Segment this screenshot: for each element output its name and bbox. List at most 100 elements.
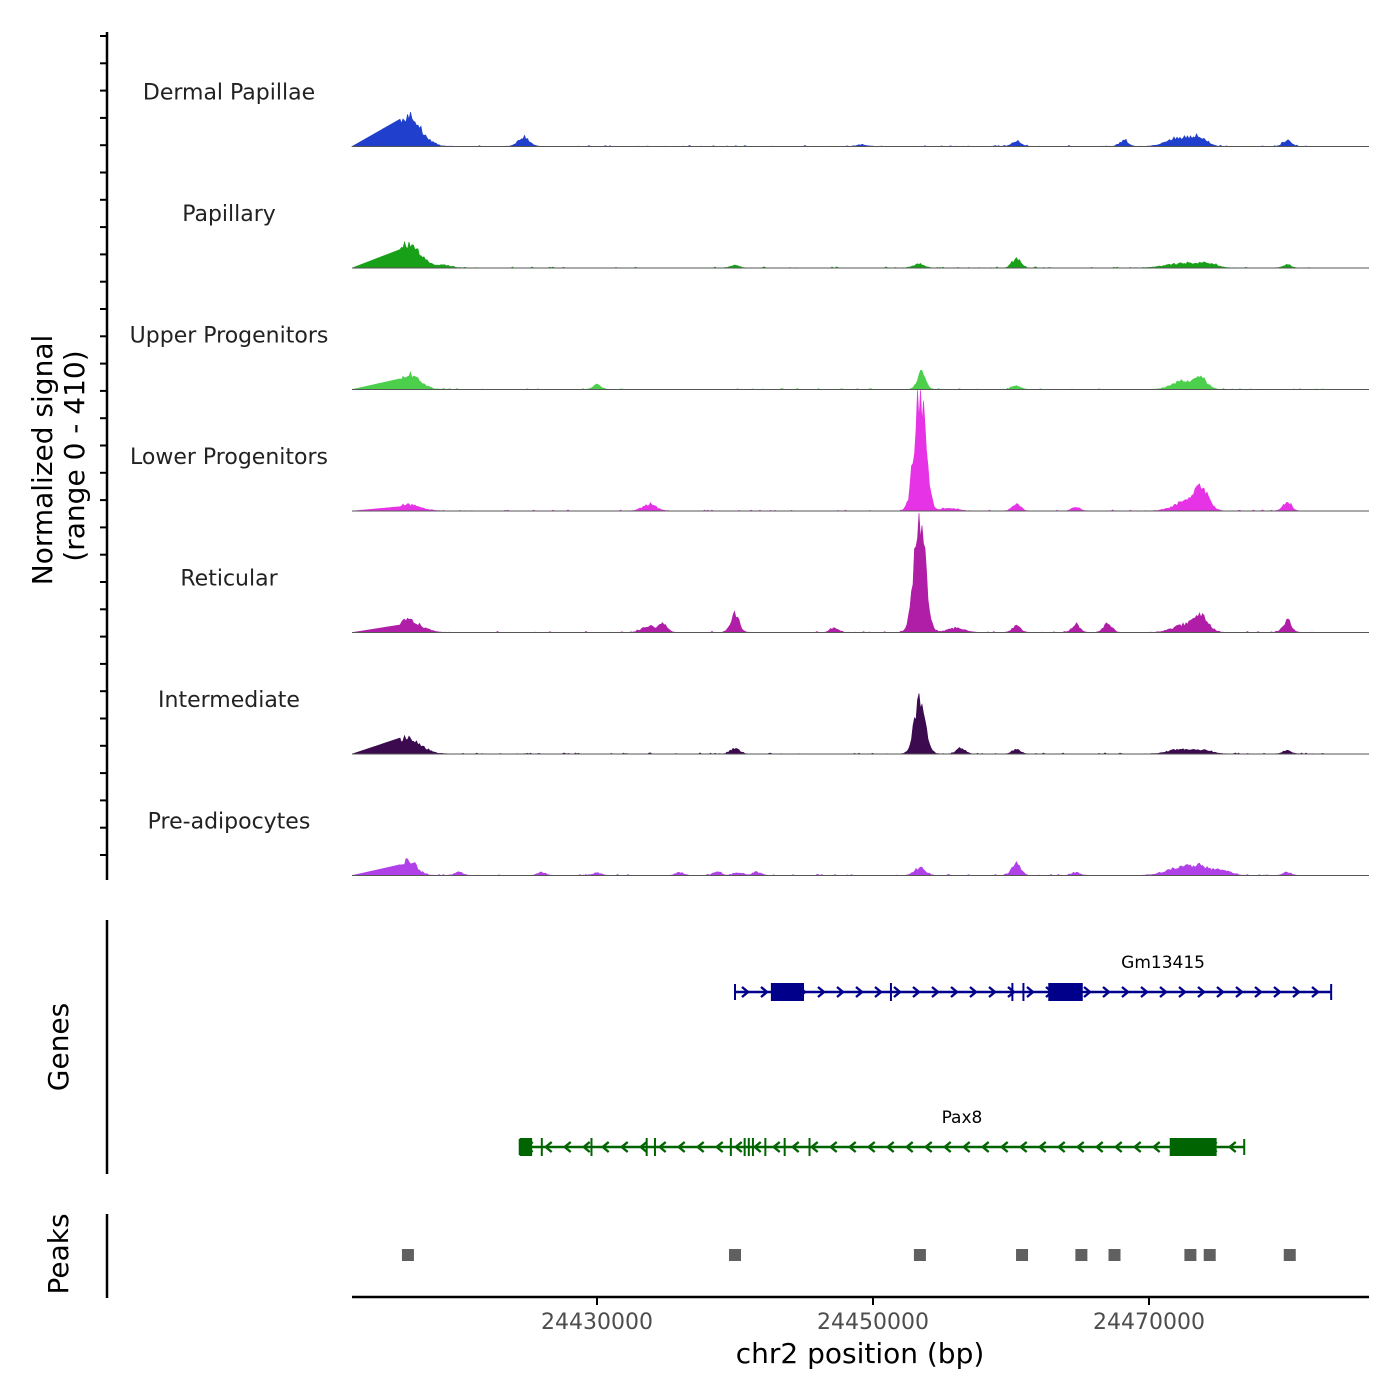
strand-arrow bbox=[600, 1141, 610, 1153]
exon-block bbox=[1169, 1138, 1217, 1156]
coverage-track: Lower Progenitors bbox=[130, 389, 1369, 512]
peak-region-marker[interactable] bbox=[1108, 1249, 1121, 1261]
strand-arrow bbox=[931, 986, 940, 998]
strand-arrow bbox=[950, 986, 959, 998]
strand-arrow bbox=[855, 986, 864, 998]
gene-label: Pax8 bbox=[942, 1108, 983, 1128]
strand-arrow bbox=[1094, 1141, 1104, 1153]
strand-arrow bbox=[1102, 986, 1111, 998]
strand-arrow bbox=[1159, 986, 1168, 998]
strand-arrow bbox=[733, 1141, 743, 1153]
strand-arrow bbox=[988, 986, 997, 998]
strand-arrow bbox=[657, 1141, 667, 1153]
strand-arrow bbox=[1227, 1141, 1237, 1153]
strand-arrow bbox=[741, 986, 750, 998]
peak-region-marker[interactable] bbox=[1203, 1249, 1216, 1261]
strand-arrow bbox=[676, 1141, 686, 1153]
peak-region-marker[interactable] bbox=[913, 1249, 926, 1261]
strand-arrow bbox=[885, 1141, 895, 1153]
strand-arrow bbox=[969, 986, 978, 998]
strand-arrow bbox=[752, 1141, 762, 1153]
strand-arrow bbox=[581, 1141, 591, 1153]
track-label: Dermal Papillae bbox=[143, 81, 315, 106]
strand-arrow bbox=[809, 1141, 819, 1153]
peak-region-marker[interactable] bbox=[729, 1249, 741, 1261]
strand-arrow bbox=[1056, 1141, 1066, 1153]
strand-arrow bbox=[1254, 986, 1263, 998]
strand-arrow bbox=[874, 986, 883, 998]
signal-y-axis-title-line1: Normalized signal bbox=[26, 335, 59, 586]
track-label: Upper Progenitors bbox=[130, 324, 329, 349]
strand-arrow bbox=[1151, 1141, 1161, 1153]
strand-arrow bbox=[1132, 1141, 1142, 1153]
strand-arrow bbox=[771, 1141, 781, 1153]
x-axis-tick-label: 24470000 bbox=[1093, 1310, 1205, 1335]
strand-arrow bbox=[714, 1141, 724, 1153]
strand-arrow bbox=[1113, 1141, 1123, 1153]
strand-arrow bbox=[1292, 986, 1301, 998]
coverage-signal-area bbox=[351, 693, 1326, 755]
strand-arrow bbox=[923, 1141, 933, 1153]
track-label: Pre-adipocytes bbox=[148, 810, 311, 835]
strand-arrow bbox=[543, 1141, 553, 1153]
strand-arrow bbox=[1273, 986, 1282, 998]
coverage-signal-area bbox=[351, 240, 1326, 269]
strand-arrow bbox=[1311, 986, 1320, 998]
strand-arrow bbox=[1235, 986, 1244, 998]
gene-model[interactable]: Pax8 bbox=[518, 1108, 1246, 1156]
gene-model[interactable]: Gm13415 bbox=[734, 953, 1333, 1001]
coverage-signal-area bbox=[351, 858, 1326, 876]
peak-region-marker[interactable] bbox=[1184, 1249, 1197, 1261]
gene-label: Gm13415 bbox=[1121, 953, 1205, 973]
strand-arrow bbox=[866, 1141, 876, 1153]
x-axis-tick-label: 24450000 bbox=[817, 1310, 929, 1335]
coverage-track: Reticular bbox=[180, 513, 1369, 633]
strand-arrow bbox=[942, 1141, 952, 1153]
gene-models: Gm13415 Pax8 bbox=[518, 953, 1333, 1156]
strand-arrow bbox=[790, 1141, 800, 1153]
strand-arrow bbox=[1140, 986, 1149, 998]
strand-arrow bbox=[619, 1141, 629, 1153]
exon-block bbox=[770, 983, 804, 1001]
peaks-axis-title: Peaks bbox=[42, 1213, 75, 1294]
peak-region-marker[interactable] bbox=[1016, 1249, 1029, 1261]
strand-arrow bbox=[961, 1141, 971, 1153]
x-axis-ticks: 24430000 24450000 24470000 bbox=[541, 1297, 1205, 1335]
strand-arrow bbox=[999, 1141, 1009, 1153]
strand-arrow bbox=[1075, 1141, 1085, 1153]
strand-arrow bbox=[1216, 986, 1225, 998]
track-label: Reticular bbox=[180, 567, 278, 592]
coverage-track: Upper Progenitors bbox=[130, 324, 1369, 390]
coverage-signal-area bbox=[351, 369, 1326, 390]
strand-arrow bbox=[817, 986, 826, 998]
peak-region-marker[interactable] bbox=[1283, 1249, 1296, 1261]
track-label: Intermediate bbox=[158, 688, 300, 713]
coverage-signal-area bbox=[351, 513, 1326, 633]
strand-arrow bbox=[1007, 986, 1016, 998]
strand-arrow bbox=[1121, 986, 1130, 998]
x-axis-tick-label: 24430000 bbox=[541, 1310, 653, 1335]
peak-region-marker[interactable] bbox=[401, 1249, 414, 1261]
strand-arrow bbox=[638, 1141, 648, 1153]
strand-arrow bbox=[893, 986, 902, 998]
track-label: Papillary bbox=[182, 202, 276, 227]
strand-arrow bbox=[1037, 1141, 1047, 1153]
coverage-track: Pre-adipocytes bbox=[148, 810, 1369, 876]
strand-arrow bbox=[1018, 1141, 1028, 1153]
strand-arrow bbox=[760, 986, 769, 998]
exon-block bbox=[519, 1138, 533, 1156]
strand-arrow bbox=[836, 986, 845, 998]
strand-arrow bbox=[980, 1141, 990, 1153]
signal-y-axis-title-line2: (range 0 - 410) bbox=[58, 350, 91, 561]
strand-arrow bbox=[1197, 986, 1206, 998]
exon-block bbox=[1048, 983, 1083, 1001]
track-label: Lower Progenitors bbox=[130, 445, 328, 470]
peak-region-marker[interactable] bbox=[1075, 1249, 1088, 1261]
peak-regions bbox=[401, 1249, 1296, 1261]
strand-arrow bbox=[695, 1141, 705, 1153]
strand-arrow bbox=[912, 986, 921, 998]
genes-axis-title: Genes bbox=[42, 1003, 75, 1091]
x-axis-title: chr2 position (bp) bbox=[736, 1337, 985, 1370]
coverage-track: Papillary bbox=[182, 202, 1369, 269]
